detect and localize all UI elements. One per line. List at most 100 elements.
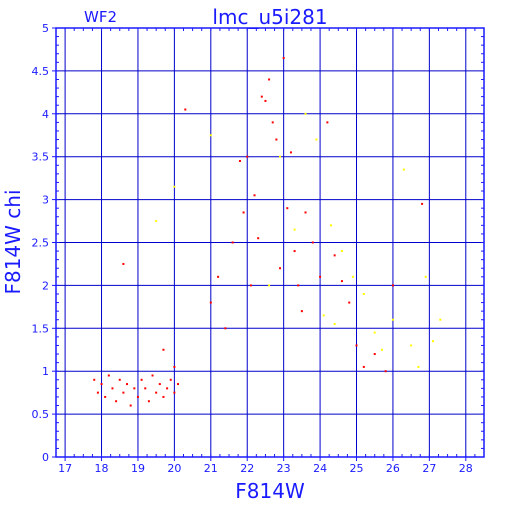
data-point: [107, 374, 110, 377]
x-tick-label: 28: [459, 462, 473, 475]
data-point: [257, 237, 260, 240]
data-point: [319, 275, 322, 278]
data-point: [260, 95, 263, 98]
data-point: [300, 310, 303, 313]
data-point: [410, 344, 413, 347]
data-point: [373, 331, 376, 334]
data-point: [169, 378, 172, 381]
y-tick-label: 0.5: [32, 408, 50, 421]
data-point: [333, 323, 336, 326]
data-point: [162, 348, 165, 351]
data-point: [355, 344, 358, 347]
data-point: [147, 400, 150, 403]
data-point: [271, 121, 274, 124]
data-point: [122, 391, 125, 394]
data-point: [253, 194, 256, 197]
data-point: [158, 383, 161, 386]
data-point: [177, 383, 180, 386]
data-point: [330, 224, 333, 227]
data-point: [340, 250, 343, 253]
y-axis-label: F814W chi: [1, 189, 25, 294]
data-point: [348, 301, 351, 304]
x-tick-label: 20: [167, 462, 181, 475]
data-point: [126, 383, 129, 386]
data-point: [421, 202, 424, 205]
x-tick-label: 23: [277, 462, 291, 475]
data-point: [238, 159, 241, 162]
data-point: [217, 275, 220, 278]
data-point: [140, 378, 143, 381]
data-point: [282, 57, 285, 60]
data-point: [249, 284, 252, 287]
axis-ticks: 17 18 19 20 21 22 23 24 25 26 27 28 0 0.5 1 1.5 2 2.5 3 3.5…: [32, 22, 485, 475]
data-point: [246, 155, 249, 158]
x-tick-label: 25: [350, 462, 364, 475]
data-point: [293, 228, 296, 231]
data-point: [144, 387, 147, 390]
data-point: [362, 365, 365, 368]
data-point: [93, 378, 96, 381]
data-point: [129, 404, 132, 407]
data-point: [311, 241, 314, 244]
data-point: [151, 374, 154, 377]
chart-subtitle: WF2: [84, 8, 117, 26]
y-tick-label: 4.5: [32, 65, 50, 78]
data-point: [155, 391, 158, 394]
data-point: [289, 151, 292, 154]
data-point: [424, 275, 427, 278]
y-tick-label: 2.5: [32, 237, 50, 250]
data-point: [242, 211, 245, 214]
y-tick-label: 1: [42, 365, 49, 378]
data-point: [162, 395, 165, 398]
data-points: [93, 57, 442, 407]
data-point: [293, 250, 296, 253]
y-tick-label: 1.5: [32, 322, 50, 335]
data-point: [100, 383, 103, 386]
data-point: [166, 387, 169, 390]
x-tick-label: 21: [204, 462, 218, 475]
data-point: [209, 301, 212, 304]
x-tick-label: 19: [131, 462, 145, 475]
data-point: [155, 220, 158, 223]
data-point: [333, 254, 336, 257]
data-point: [326, 121, 329, 124]
y-tick-label: 0: [42, 451, 49, 464]
data-point: [340, 280, 343, 283]
data-point: [362, 292, 365, 295]
x-tick-label: 24: [313, 462, 327, 475]
x-tick-label: 18: [95, 462, 109, 475]
y-tick-label: 4: [42, 108, 49, 121]
data-point: [315, 138, 318, 141]
data-point: [391, 284, 394, 287]
x-tick-label: 22: [240, 462, 254, 475]
chart-title: lmc_u5i281: [212, 5, 327, 29]
x-tick-label: 27: [422, 462, 436, 475]
data-point: [184, 108, 187, 111]
data-point: [381, 348, 384, 351]
x-axis-label: F814W: [235, 479, 305, 503]
data-point: [118, 378, 121, 381]
data-point: [96, 391, 99, 394]
data-point: [402, 168, 405, 171]
data-point: [136, 395, 139, 398]
data-point: [133, 387, 136, 390]
data-point: [304, 112, 307, 115]
data-point: [122, 262, 125, 265]
y-tick-label: 3.5: [32, 151, 50, 164]
data-point: [304, 211, 307, 214]
data-point: [111, 387, 114, 390]
data-point: [268, 284, 271, 287]
data-point: [373, 353, 376, 356]
y-tick-label: 2: [42, 279, 49, 292]
data-point: [432, 340, 435, 343]
data-point: [391, 318, 394, 321]
data-point: [268, 78, 271, 81]
data-point: [439, 318, 442, 321]
data-point: [275, 138, 278, 141]
x-tick-label: 17: [58, 462, 72, 475]
data-point: [286, 207, 289, 210]
data-point: [115, 400, 118, 403]
data-point: [279, 267, 282, 270]
data-point: [173, 185, 176, 188]
